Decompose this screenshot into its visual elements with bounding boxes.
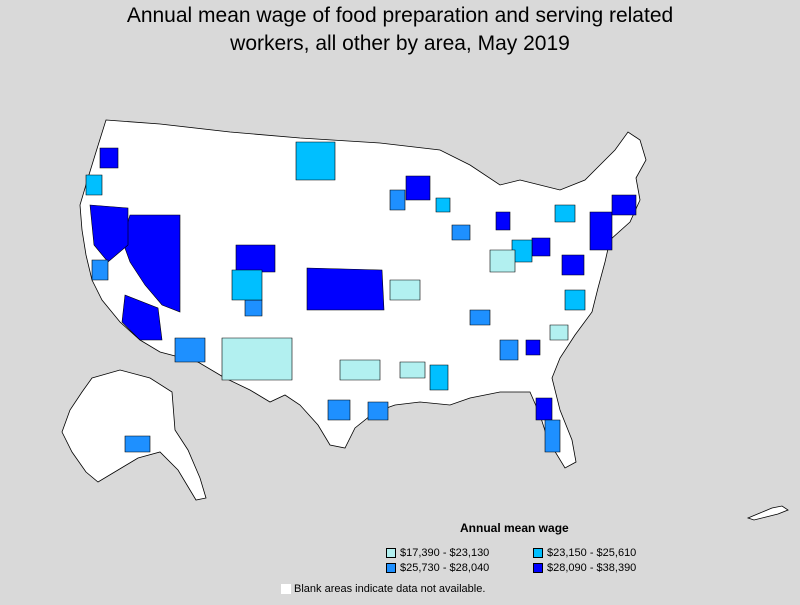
massachusetts-region <box>611 194 637 216</box>
title-line-2: workers, all other by area, May 2019 <box>230 32 570 55</box>
missouri-region <box>389 279 421 301</box>
pennsylvania-region <box>531 237 551 257</box>
legend-swatch-3 <box>386 563 396 573</box>
maryland-region <box>561 254 585 276</box>
top-wage-regions <box>89 147 637 421</box>
washington-east-region <box>85 174 103 196</box>
arizona-region <box>174 337 206 363</box>
carolina-region <box>549 324 569 341</box>
new-mexico-region <box>221 337 293 381</box>
legend-label-2: $23,150 - $25,610 <box>547 547 637 559</box>
legend-label-1: $17,390 - $23,130 <box>400 547 490 559</box>
blank-swatch <box>281 584 291 594</box>
alaska-shape <box>61 369 207 501</box>
alaska-anchorage-region <box>124 435 151 453</box>
southern-california-region <box>121 294 163 341</box>
louisiana-region <box>399 361 426 379</box>
minnesota-region <box>389 189 406 211</box>
georgia-region <box>499 339 519 361</box>
houston-region <box>367 401 389 421</box>
map-title: Annual mean wage of food preparation and… <box>0 2 800 58</box>
kentucky-region <box>489 249 516 273</box>
blank-areas-note: Blank areas indicate data not available. <box>281 583 485 595</box>
legend-item-1: $17,390 - $23,130 <box>386 547 489 559</box>
legend-item-2: $23,150 - $25,610 <box>533 547 636 559</box>
texas-region <box>327 399 351 421</box>
legend-swatch-2 <box>533 548 543 558</box>
colorado-front-region <box>231 269 263 301</box>
south-carolina-region <box>525 339 541 356</box>
title-line-1: Annual mean wage of food preparation and… <box>126 4 674 27</box>
hawaii-islands <box>746 505 789 521</box>
kansas-region <box>306 267 385 311</box>
legend-title: Annual mean wage <box>460 521 569 535</box>
oregon-region <box>91 259 109 281</box>
oklahoma-region <box>339 359 381 381</box>
montana-region <box>295 141 336 181</box>
illinois-region <box>451 224 471 241</box>
legend-label-4: $28,090 - $38,390 <box>547 562 637 574</box>
new-england-region <box>554 204 576 223</box>
upper-mid-wage-regions <box>91 189 561 453</box>
wisconsin-region <box>435 197 451 213</box>
low-wage-regions <box>221 249 569 381</box>
legend-swatch-1 <box>386 548 396 558</box>
virginia-region <box>564 289 586 311</box>
new-york-region <box>589 211 613 251</box>
legend-item-4: $28,090 - $38,390 <box>533 562 636 574</box>
michigan-region <box>495 211 511 231</box>
alabama-region <box>429 364 449 391</box>
colorado-region <box>244 299 263 317</box>
wyoming-region <box>235 244 276 273</box>
lower-mid-wage-regions <box>85 141 586 391</box>
north-dakota-region <box>405 175 431 201</box>
legend-label-3: $25,730 - $28,040 <box>400 562 490 574</box>
blank-note-text: Blank areas indicate data not available. <box>294 583 486 595</box>
florida-southwest-region <box>544 419 561 453</box>
legend-swatch-4 <box>533 563 543 573</box>
florida-region <box>535 397 553 421</box>
washington-region <box>99 147 119 169</box>
northern-california-region <box>89 204 129 263</box>
tennessee-region <box>469 309 491 326</box>
legend-item-3: $25,730 - $28,040 <box>386 562 489 574</box>
